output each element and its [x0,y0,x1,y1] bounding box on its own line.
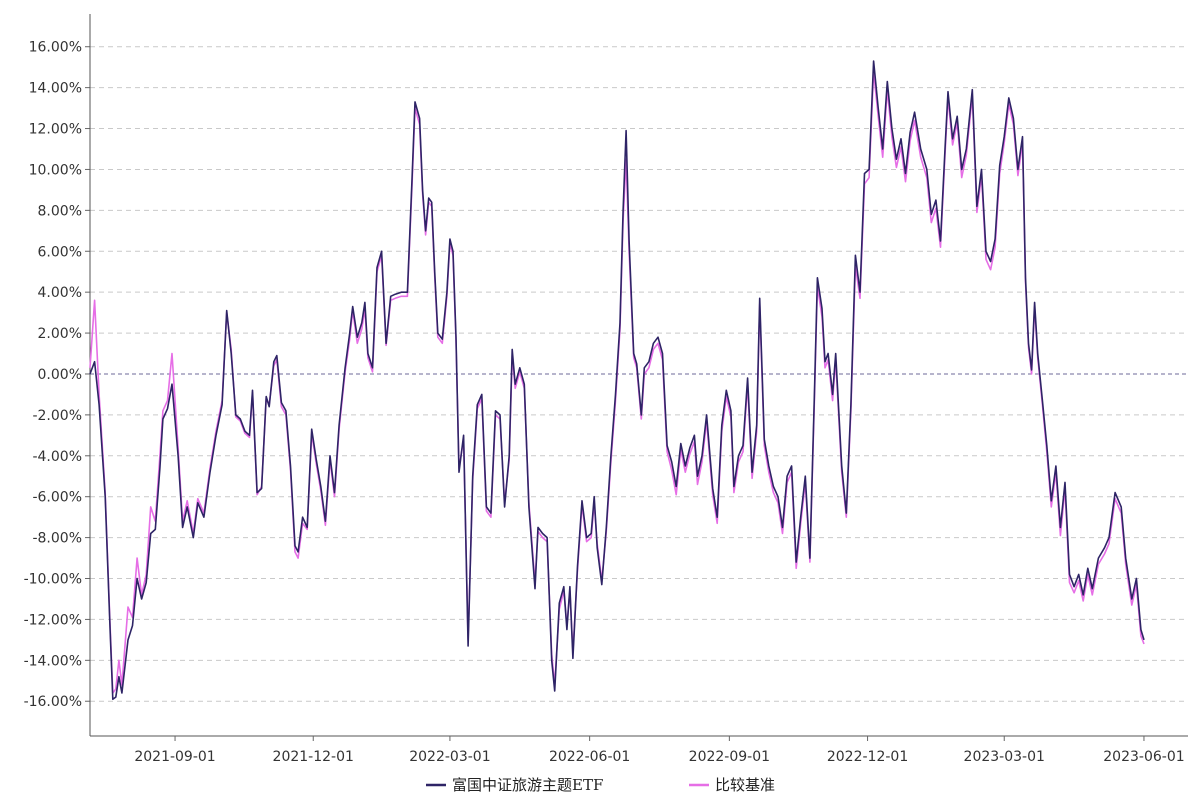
x-tick-label: 2021-09-01 [134,749,215,765]
y-tick-label: 8.00% [38,203,82,219]
y-tick-label: -10.00% [24,572,82,588]
y-tick-label: -2.00% [32,408,82,424]
y-tick-label: 2.00% [38,326,82,342]
y-tick-label: -16.00% [24,694,82,710]
y-tick-label: -14.00% [24,653,82,669]
legend-label: 富国中证旅游主题ETF [452,776,603,794]
y-tick-label: -8.00% [32,531,82,547]
series-layer [89,60,1145,701]
x-tick-label: 2021-12-01 [273,749,354,765]
series-line-1 [89,60,1145,701]
y-tick-label: 0.00% [38,367,82,383]
y-axis-ticks: 16.00% 14.00% 12.00% 10.00% 8.00% 6.00% 4.00% 2… [24,40,82,711]
x-tick-label: 2022-03-01 [409,749,490,765]
y-tick-label: 14.00% [29,81,82,97]
y-tick-label: 10.00% [29,162,82,178]
y-tick-label: -6.00% [32,490,82,506]
x-axis-ticks: 2021-09-01 2021-12-01 2022-03-01 2022-06-01… [134,749,1184,765]
y-tick-label: -12.00% [24,612,82,628]
x-tick-label: 2023-06-01 [1103,749,1184,765]
legend-label: 比较基准 [715,776,775,794]
axis-layer [85,14,1188,741]
plot-background [90,14,1188,736]
y-tick-label: 16.00% [29,40,82,56]
x-tick-label: 2023-03-01 [964,749,1045,765]
y-tick-label: 6.00% [38,244,82,260]
y-tick-label: -4.00% [32,449,82,465]
y-tick-label: 4.00% [38,285,82,301]
x-tick-label: 2022-12-01 [827,749,908,765]
x-tick-label: 2022-06-01 [549,749,630,765]
y-tick-label: 12.00% [29,122,82,138]
x-tick-label: 2022-09-01 [689,749,770,765]
legend: 富国中证旅游主题ETF 比较基准 [426,776,775,794]
